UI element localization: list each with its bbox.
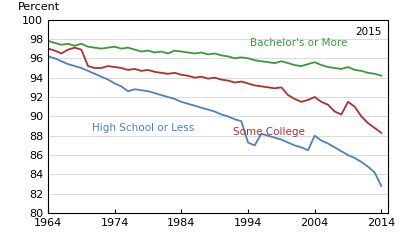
Text: Bachelor's or More: Bachelor's or More [250, 38, 348, 48]
Text: Percent: Percent [18, 2, 60, 12]
Text: High School or Less: High School or Less [92, 123, 194, 133]
Text: 2015: 2015 [355, 27, 381, 37]
Text: Some College: Some College [233, 127, 305, 137]
